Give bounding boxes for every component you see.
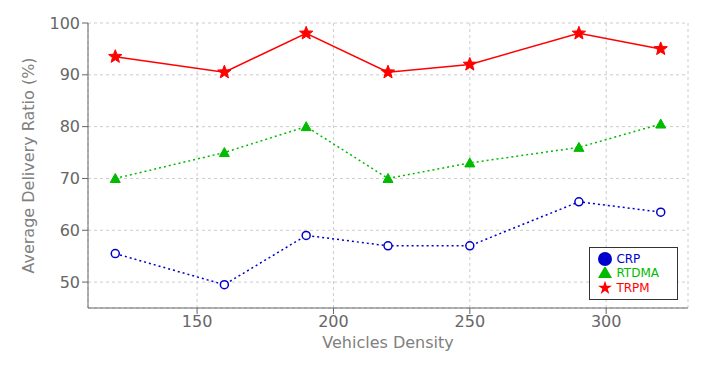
- svg-text:70: 70: [60, 169, 80, 188]
- svg-text:150: 150: [182, 312, 213, 331]
- svg-text:200: 200: [318, 312, 349, 331]
- svg-text:Average Delivery Ratio (%): Average Delivery Ratio (%): [19, 57, 38, 273]
- svg-text:50: 50: [60, 273, 80, 292]
- svg-text:100: 100: [49, 14, 80, 33]
- svg-text:Vehicles Density: Vehicles Density: [322, 333, 453, 352]
- svg-text:80: 80: [60, 117, 80, 136]
- html-text:RTDMA: RTDMA: [616, 266, 659, 280]
- svg-text:300: 300: [591, 312, 622, 331]
- svg-text:60: 60: [60, 221, 80, 240]
- html-text:CRP: CRP: [616, 251, 641, 266]
- svg-text:90: 90: [60, 65, 80, 84]
- html-text:TRPM: TRPM: [616, 280, 650, 295]
- svg-text:250: 250: [455, 312, 486, 331]
